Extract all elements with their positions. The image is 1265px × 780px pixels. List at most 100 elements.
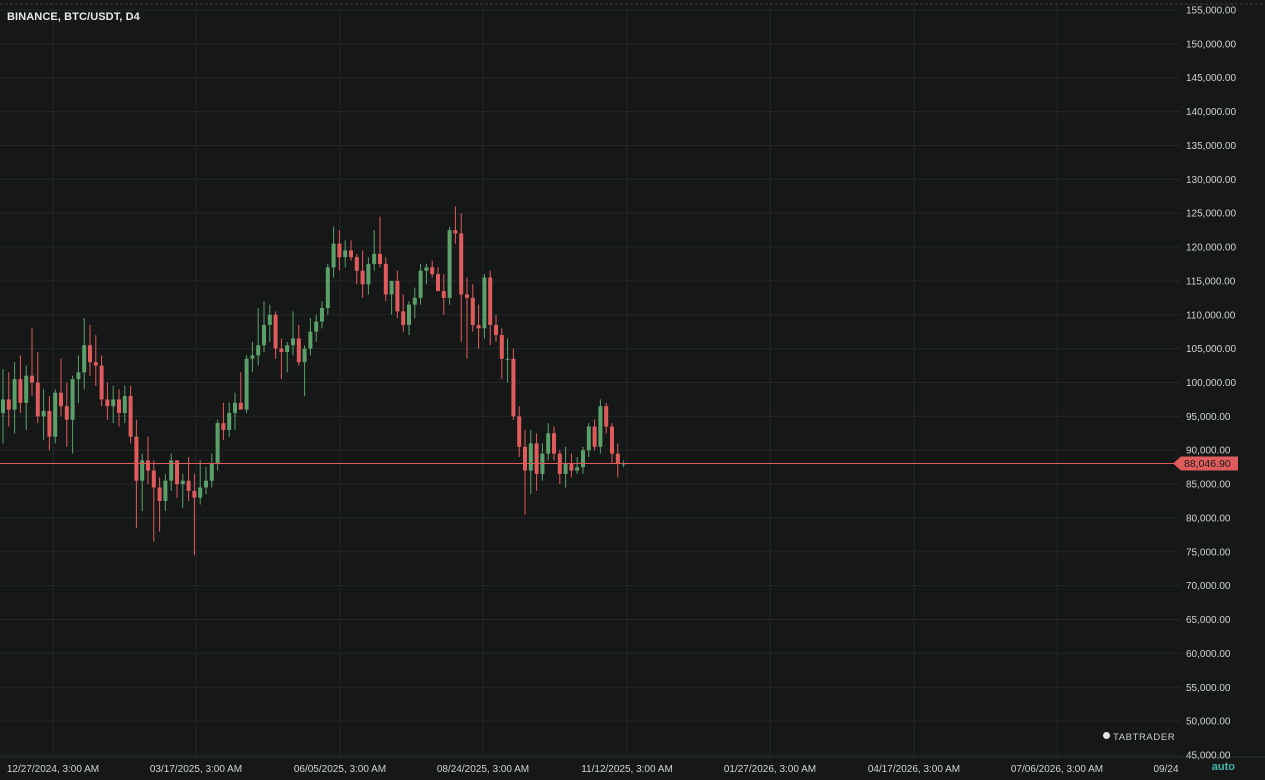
candle-body xyxy=(64,406,69,420)
candle xyxy=(111,385,116,424)
y-tick-label: 70,000.00 xyxy=(1186,581,1231,592)
candle xyxy=(378,216,382,268)
candle xyxy=(360,250,365,298)
candle xyxy=(273,311,278,359)
candle xyxy=(598,399,603,454)
candle-body xyxy=(163,480,168,502)
candle-body xyxy=(47,410,52,437)
candle-body xyxy=(1,399,5,413)
candle-body xyxy=(267,314,272,325)
candle-body xyxy=(41,410,46,417)
candle xyxy=(41,389,46,441)
candle-body xyxy=(122,396,127,413)
candle-body xyxy=(88,345,92,363)
candle xyxy=(128,385,133,444)
candle xyxy=(354,253,359,285)
candle-body xyxy=(209,463,214,481)
candle xyxy=(563,446,568,488)
candle-body xyxy=(279,348,284,353)
candle xyxy=(592,419,597,451)
candle-body xyxy=(586,426,591,451)
candle xyxy=(267,304,272,342)
candle-body xyxy=(534,443,539,474)
last-price-label: 88,046.90 xyxy=(1184,458,1231,470)
candle xyxy=(186,457,191,502)
auto-scale-button[interactable]: auto xyxy=(1211,761,1235,773)
candle xyxy=(250,341,255,373)
x-tick-label: 04/17/2026, 3:00 AM xyxy=(868,764,960,775)
candle-body xyxy=(517,416,522,447)
candle-body xyxy=(546,433,551,454)
candle xyxy=(430,260,435,278)
last-price-tag xyxy=(1173,456,1238,471)
y-tick-label: 50,000.00 xyxy=(1186,717,1231,728)
candle-body xyxy=(221,423,226,430)
candle-body xyxy=(215,423,220,464)
candle-body xyxy=(615,453,620,464)
candle-body xyxy=(134,436,139,481)
y-tick-label: 80,000.00 xyxy=(1186,513,1231,524)
symbol-title: BINANCE, BTC/USDT, D4 xyxy=(7,11,140,23)
candle-body xyxy=(528,443,533,471)
y-tick-label: 60,000.00 xyxy=(1186,649,1231,660)
candle xyxy=(320,301,324,329)
y-tick-label: 45,000.00 xyxy=(1186,751,1231,762)
candle xyxy=(517,406,522,457)
candle xyxy=(198,460,203,505)
candle-body xyxy=(70,379,75,420)
candle-body xyxy=(552,433,556,454)
candle-body xyxy=(494,324,498,336)
candle-body xyxy=(302,348,307,363)
candle xyxy=(175,460,179,498)
y-tick-label: 130,000.00 xyxy=(1186,175,1236,186)
candle-body xyxy=(366,263,371,285)
candle xyxy=(505,338,510,383)
candle-body xyxy=(563,463,568,474)
candle xyxy=(169,453,174,491)
candle xyxy=(262,301,266,353)
candle-body xyxy=(6,399,11,410)
candle xyxy=(140,453,145,512)
candle-body xyxy=(128,396,133,437)
candle xyxy=(12,362,17,434)
candle xyxy=(482,274,487,339)
x-tick-label: 09/24 xyxy=(1153,764,1178,775)
candle xyxy=(337,230,342,271)
candle xyxy=(534,433,539,491)
candle-body xyxy=(523,446,527,471)
candle-body xyxy=(244,358,249,410)
candle xyxy=(30,328,34,397)
candle-body xyxy=(441,291,446,298)
candle-body xyxy=(192,490,197,498)
candle-body xyxy=(598,406,603,447)
candle-body xyxy=(476,324,481,329)
candle xyxy=(569,453,574,478)
candle xyxy=(499,328,504,380)
candle-body xyxy=(592,426,597,447)
candle xyxy=(395,270,400,319)
candle xyxy=(308,318,313,356)
x-tick-label: 12/27/2024, 3:00 AM xyxy=(7,764,99,775)
candle-body xyxy=(453,230,458,234)
y-tick-label: 115,000.00 xyxy=(1186,276,1236,287)
candle-body xyxy=(314,321,319,332)
candle xyxy=(151,460,156,542)
candle-body xyxy=(378,253,382,264)
y-tick-label: 125,000.00 xyxy=(1186,209,1236,220)
candle xyxy=(35,352,40,424)
candle xyxy=(557,450,562,485)
candle-body xyxy=(30,375,34,383)
candle xyxy=(401,294,406,332)
candle-body xyxy=(285,345,290,353)
candle-body xyxy=(117,399,121,413)
candle-body xyxy=(35,382,40,417)
x-tick-label: 06/05/2025, 3:00 AM xyxy=(294,764,386,775)
candle xyxy=(453,206,458,244)
candle-body xyxy=(308,331,313,349)
candle xyxy=(546,423,551,461)
candle-body xyxy=(372,253,377,264)
candle-body xyxy=(581,450,585,468)
candle xyxy=(209,453,214,488)
